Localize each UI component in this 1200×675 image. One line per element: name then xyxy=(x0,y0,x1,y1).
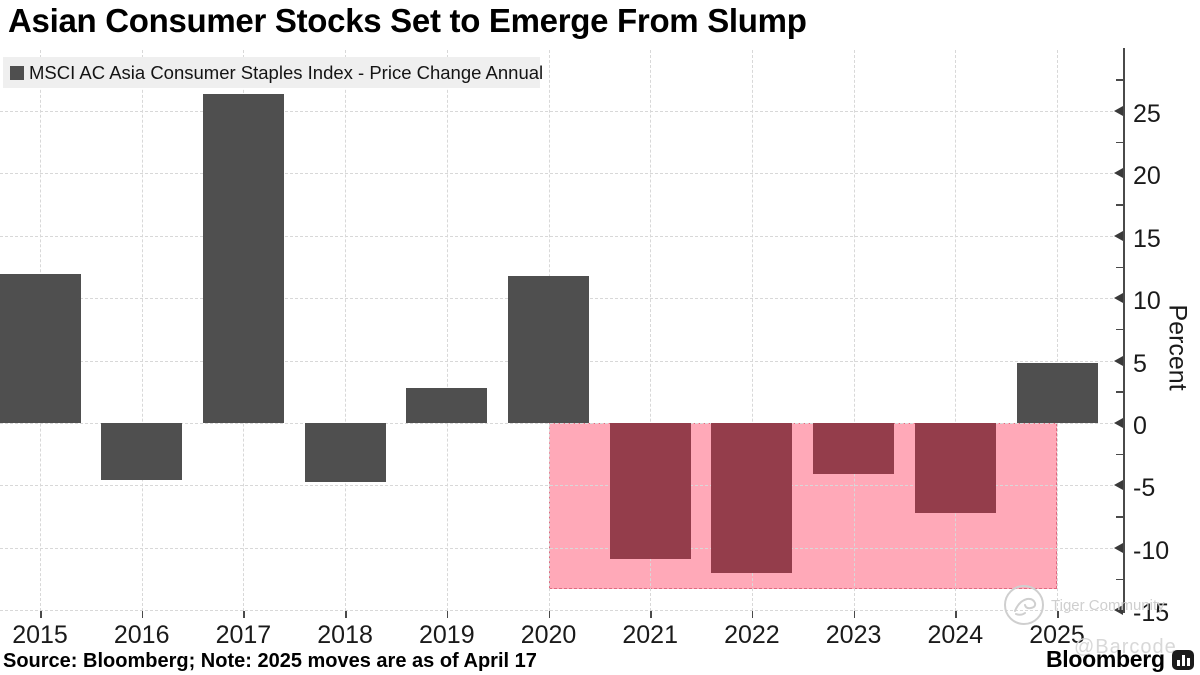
bloomberg-logo: Bloomberg xyxy=(1046,646,1194,673)
v-gridline xyxy=(955,50,957,611)
bar-2025 xyxy=(1016,363,1098,423)
x-tick-label: 2019 xyxy=(418,621,475,649)
x-tick-label: 2016 xyxy=(113,621,170,649)
y-tick-arrow-icon xyxy=(1114,605,1123,616)
bar-2015 xyxy=(0,274,81,423)
y-tick-label: -15 xyxy=(1133,599,1170,628)
bar-2021 xyxy=(609,423,691,560)
y-tick-arrow-icon xyxy=(1114,106,1123,116)
x-tick xyxy=(40,611,42,618)
x-tick-label: 2023 xyxy=(825,621,882,649)
x-tick-label: 2015 xyxy=(12,621,68,649)
bar-chart-bubble-icon xyxy=(1171,649,1194,670)
bar-2020 xyxy=(508,275,589,423)
y-tick-minor xyxy=(1116,516,1123,518)
y-tick-arrow-icon xyxy=(1114,480,1123,491)
y-tick-minor xyxy=(1116,141,1123,144)
x-tick-label: 2021 xyxy=(622,621,678,649)
v-gridline xyxy=(345,50,347,611)
v-gridline xyxy=(650,50,652,611)
h-gridline xyxy=(0,423,1123,424)
h-gridline xyxy=(0,610,1123,612)
source-note: Source: Bloomberg; Note: 2025 moves are … xyxy=(3,650,537,672)
y-tick-label: 0 xyxy=(1133,412,1147,440)
y-tick-label: 5 xyxy=(1133,349,1147,378)
x-tick xyxy=(650,611,652,618)
x-tick-label: 2022 xyxy=(724,621,780,649)
bar-2023 xyxy=(813,423,895,475)
bloomberg-logo-text: Bloomberg xyxy=(1046,646,1165,672)
watermark-handle: @Barcode xyxy=(1074,636,1177,658)
legend: MSCI AC Asia Consumer Staples Index - Pr… xyxy=(3,57,544,88)
bar-2024 xyxy=(914,423,996,513)
y-tick-arrow-icon xyxy=(1114,230,1123,241)
x-tick xyxy=(243,611,245,618)
y-tick-label: -10 xyxy=(1133,536,1170,565)
bar-2018 xyxy=(304,423,386,482)
x-tick xyxy=(853,611,856,618)
y-tick-label: 15 xyxy=(1133,224,1161,253)
x-tick xyxy=(446,611,449,618)
v-gridline xyxy=(141,50,143,611)
y-tick-arrow-icon xyxy=(1114,355,1123,366)
v-gridline xyxy=(446,50,448,611)
y-tick-label: 20 xyxy=(1133,162,1161,191)
y-tick-label: 10 xyxy=(1133,287,1161,316)
page-title: Asian Consumer Stocks Set to Emerge From… xyxy=(8,2,807,39)
v-gridline xyxy=(1057,50,1058,611)
x-tick-label: 2024 xyxy=(927,621,984,649)
y-tick-minor xyxy=(1116,328,1123,331)
x-tick-label: 2020 xyxy=(520,621,577,649)
x-tick xyxy=(955,611,957,618)
x-tick-label: 2025 xyxy=(1029,621,1085,649)
y-tick-minor xyxy=(1116,578,1123,580)
y-axis-line xyxy=(1123,48,1125,613)
x-tick xyxy=(751,611,754,618)
y-axis-title: Percent xyxy=(1163,304,1192,391)
y-tick-arrow-icon xyxy=(1114,542,1123,553)
bar-2019 xyxy=(406,388,488,423)
legend-swatch-icon xyxy=(10,65,24,80)
tiger-logo-icon xyxy=(1004,585,1044,625)
x-tick xyxy=(345,611,347,618)
h-gridline xyxy=(0,547,1123,549)
y-tick-label: -5 xyxy=(1133,474,1156,503)
y-tick-minor xyxy=(1116,453,1123,456)
bar-2017 xyxy=(202,93,284,423)
v-gridline xyxy=(853,50,855,611)
watermark-community-label: Tiger Community xyxy=(1051,596,1165,614)
x-tick xyxy=(1057,611,1059,618)
h-gridline xyxy=(0,485,1123,487)
y-tick-minor xyxy=(1116,266,1123,268)
y-tick-arrow-icon xyxy=(1114,293,1123,304)
x-tick xyxy=(141,611,144,618)
bar-2022 xyxy=(711,423,793,573)
h-gridline xyxy=(0,235,1123,237)
x-tick xyxy=(548,611,550,618)
v-gridline xyxy=(751,50,753,611)
legend-label: MSCI AC Asia Consumer Staples Index - Pr… xyxy=(29,61,544,83)
y-tick-arrow-icon xyxy=(1114,418,1123,428)
y-tick-arrow-icon xyxy=(1114,168,1123,179)
y-tick-minor xyxy=(1116,204,1123,206)
bar-2016 xyxy=(101,423,183,481)
x-tick-label: 2018 xyxy=(317,621,373,649)
h-gridline xyxy=(0,173,1123,175)
y-tick-label: 25 xyxy=(1133,100,1161,128)
y-tick-minor xyxy=(1116,391,1123,393)
y-tick-minor xyxy=(1116,79,1123,81)
h-gridline xyxy=(0,111,1123,112)
watermark-community: Tiger Community xyxy=(1003,584,1165,626)
x-tick-label: 2017 xyxy=(215,621,272,649)
